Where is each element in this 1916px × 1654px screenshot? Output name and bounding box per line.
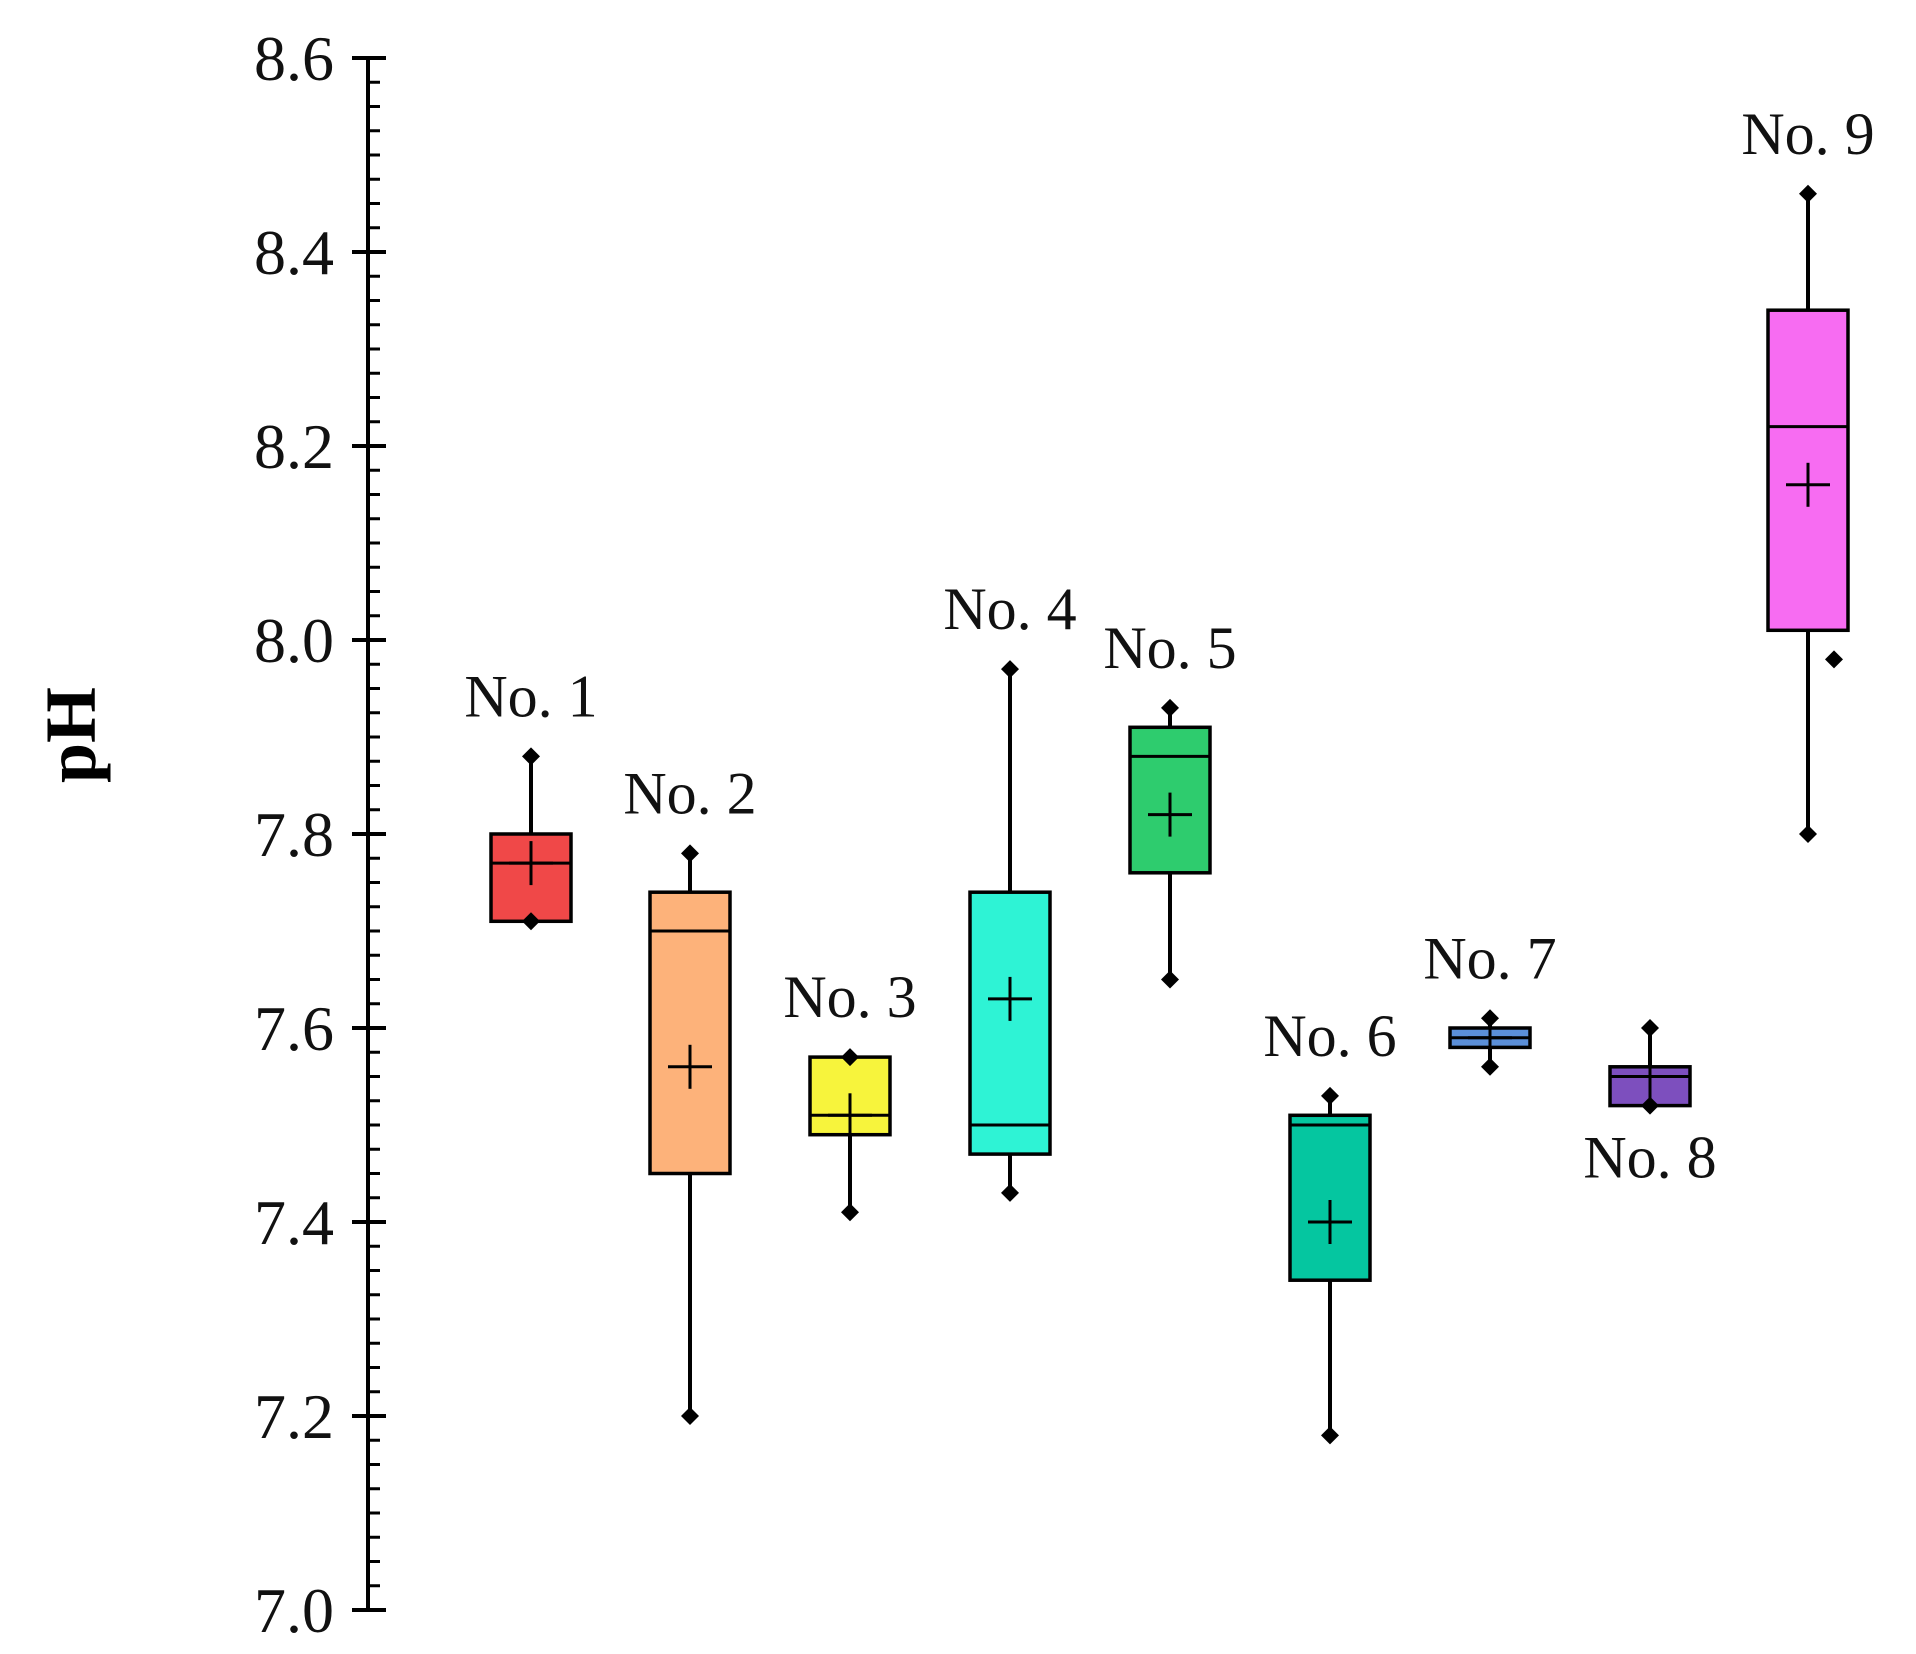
- whisker-max-marker: [841, 1048, 859, 1067]
- whisker-min-marker: [1481, 1057, 1499, 1076]
- whisker-min-marker: [522, 912, 540, 931]
- whisker-min-marker: [1321, 1426, 1339, 1445]
- whisker-min-marker: [1001, 1183, 1019, 1202]
- whisker-max-marker: [1001, 660, 1019, 679]
- y-tick-label: 8.4: [254, 217, 334, 288]
- outlier-marker: [1825, 650, 1843, 669]
- y-tick-label: 7.6: [254, 993, 334, 1064]
- whisker-min-marker: [1641, 1096, 1659, 1115]
- box-label: No. 6: [1263, 1003, 1396, 1069]
- whisker-min-marker: [841, 1203, 859, 1222]
- box-plot-3: No. 3: [783, 964, 917, 1222]
- box-plot-7: No. 7: [1423, 925, 1557, 1076]
- box-label: No. 7: [1423, 925, 1556, 991]
- whisker-max-marker: [1321, 1086, 1339, 1105]
- box-label: No. 4: [943, 576, 1076, 642]
- whisker-min-marker: [1799, 825, 1817, 843]
- box-plot-1: No. 1: [464, 663, 598, 931]
- box-label: No. 1: [464, 663, 597, 729]
- box-plot-4: No. 4: [943, 576, 1077, 1202]
- y-tick-label: 8.2: [254, 411, 334, 482]
- y-tick-label: 7.8: [254, 799, 334, 870]
- box-iqr: [1288, 1113, 1372, 1282]
- boxes-group: No. 1 No. 2 No. 3 No. 4 No. 5 No. 6 No. 7 No. 8…: [464, 101, 1875, 1445]
- whisker-max-marker: [1641, 1019, 1659, 1037]
- y-axis-title: pH: [31, 687, 111, 783]
- whisker-max-marker: [681, 844, 699, 863]
- whisker-max-marker: [522, 747, 540, 766]
- y-tick-label: 8.6: [254, 23, 334, 94]
- box-label: No. 5: [1103, 615, 1236, 681]
- whisker-max-marker: [1161, 698, 1179, 717]
- box-label: No. 8: [1583, 1125, 1716, 1191]
- box-label: No. 3: [783, 964, 916, 1030]
- whisker-min-marker: [681, 1407, 699, 1425]
- box-iqr: [968, 890, 1052, 1156]
- box-iqr: [648, 890, 732, 1176]
- y-tick-label: 8.0: [254, 605, 334, 676]
- box-plot-2: No. 2: [623, 760, 757, 1425]
- y-tick-label: 7.0: [254, 1575, 334, 1646]
- whisker-max-marker: [1799, 184, 1817, 203]
- box-plot-8: No. 8: [1583, 1019, 1717, 1191]
- box-plot-9: No. 9: [1741, 101, 1875, 843]
- y-axis: 7.0 7.2 7.4 7.6 7.8 8.0 8.2 8.4 8.6: [254, 23, 386, 1646]
- y-tick-label: 7.4: [254, 1187, 334, 1258]
- box-label: No. 2: [623, 760, 756, 826]
- whisker-min-marker: [1161, 970, 1179, 989]
- box-plot-5: No. 5: [1103, 615, 1237, 989]
- box-label: No. 9: [1741, 101, 1874, 167]
- y-tick-label: 7.2: [254, 1381, 334, 1452]
- box-plot-6: No. 6: [1263, 1003, 1397, 1445]
